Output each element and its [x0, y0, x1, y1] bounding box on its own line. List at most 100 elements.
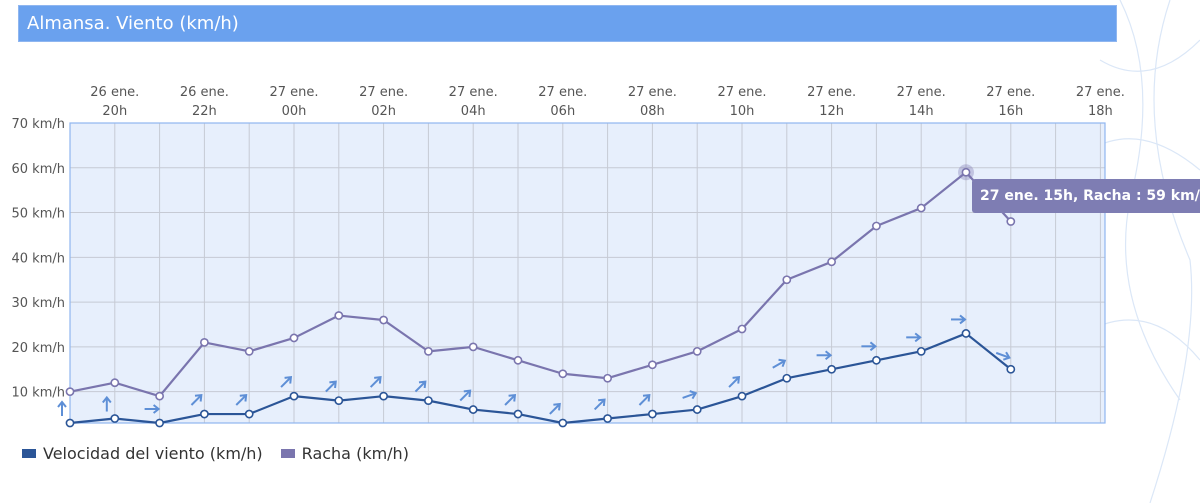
gust-point — [692, 346, 702, 356]
y-tick-label: 30 km/h — [12, 296, 66, 311]
arrow-shaft — [235, 395, 247, 406]
wind-speed-point — [648, 409, 657, 419]
arrow-shaft — [504, 395, 515, 406]
plot-border — [69, 122, 1106, 424]
x-tick-label-date: 27 ene. — [359, 85, 408, 100]
arrow-shaft — [190, 395, 202, 406]
wind-speed-point — [558, 418, 568, 428]
x-tick-label-date: 27 ene. — [628, 85, 677, 100]
x-tick-label-date: 26 ene. — [180, 85, 229, 100]
arrow-shaft — [772, 360, 785, 369]
arrow-head — [642, 393, 651, 402]
wind-direction-arrow — [190, 393, 203, 406]
arrow-head — [959, 314, 967, 325]
y-tick-label: 50 km/h — [12, 207, 66, 222]
arrow-head — [1002, 351, 1011, 361]
arrow-head — [152, 404, 161, 414]
wind-speed-point — [872, 355, 881, 365]
wind-speed-point — [65, 418, 75, 428]
y-tick-label: 60 km/h — [12, 162, 66, 177]
gust-point — [1006, 217, 1016, 226]
wind-direction-arrow — [280, 376, 293, 388]
wind-direction-arrow — [325, 380, 337, 393]
arrow-shaft — [728, 377, 739, 388]
wind-speed-point — [468, 405, 478, 414]
wind-direction-arrow — [549, 402, 561, 415]
arrow-shaft — [638, 395, 650, 406]
wind-speed-point — [827, 364, 836, 374]
x-tick-label-hour: 12h — [819, 104, 844, 119]
wind-speed-point — [782, 373, 792, 383]
arrow-head — [732, 376, 741, 384]
gust-point — [916, 203, 926, 213]
wind-speed-point — [1006, 364, 1016, 374]
x-tick-label-date: 26 ene. — [90, 85, 139, 100]
x-tick-label-date: 27 ene. — [449, 85, 498, 100]
arrow-head — [239, 393, 248, 402]
arrow-shaft — [459, 390, 471, 402]
gust-point — [603, 373, 612, 383]
x-tick-label-hour: 10h — [730, 104, 755, 119]
arrow-head — [418, 380, 427, 389]
arrow-head — [778, 358, 787, 368]
gust-point — [334, 311, 344, 320]
y-tick-label: 70 km/h — [12, 117, 66, 132]
arrow-head — [194, 393, 203, 402]
gust-point — [737, 324, 747, 334]
y-tick-label: 40 km/h — [12, 251, 66, 266]
wind-direction-arrow — [906, 332, 922, 343]
x-tick-label-hour: 02h — [371, 104, 396, 119]
legend-swatch-gust — [280, 449, 295, 458]
arrow-head — [689, 390, 698, 400]
wind-direction-arrow — [728, 376, 741, 388]
wind-speed-point — [379, 391, 388, 401]
legend-item-gust[interactable]: Racha (km/h) — [280, 444, 409, 463]
arrow-head — [284, 376, 293, 384]
arrow-shaft — [995, 351, 1009, 359]
x-tick-label-date: 27 ene. — [807, 85, 856, 100]
wind-speed-point — [110, 414, 120, 423]
x-tick-label-hour: 00h — [282, 104, 307, 119]
arrow-shaft — [414, 381, 426, 393]
wind-speed-point — [334, 396, 344, 406]
wind-speed-point — [423, 396, 433, 406]
wind-speed-point — [244, 409, 254, 419]
wind-direction-arrow — [861, 341, 878, 352]
gust-point — [961, 167, 971, 177]
wind-speed-point — [513, 409, 523, 419]
gust-point — [558, 369, 568, 379]
arrow-shaft — [549, 404, 560, 415]
gust-point — [289, 333, 299, 343]
wind-direction-arrow — [593, 398, 606, 411]
gust-point — [110, 378, 120, 388]
wind-direction-arrow — [57, 400, 67, 416]
x-tick-label-date: 27 ene. — [897, 85, 946, 100]
legend-item-wind[interactable]: Velocidad del viento (km/h) — [22, 444, 263, 463]
x-tick-label-date: 27 ene. — [986, 85, 1035, 100]
arrow-shaft — [369, 377, 381, 388]
gust-point — [244, 346, 254, 356]
gust-point — [65, 387, 75, 397]
legend-label-gust: Racha (km/h) — [301, 444, 409, 463]
gust-point — [379, 315, 388, 325]
wind-direction-arrow — [638, 393, 651, 406]
arrow-head — [463, 389, 472, 398]
gust-point — [827, 257, 836, 267]
wind-speed-point — [961, 329, 971, 338]
wind-speed-line — [69, 332, 1012, 425]
arrow-head — [102, 395, 112, 404]
y-tick-label: 10 km/h — [12, 386, 66, 401]
x-tick-label-hour: 08h — [640, 104, 665, 119]
x-tick-label-hour: 14h — [909, 104, 934, 119]
x-tick-label-date: 27 ene. — [269, 85, 318, 100]
arrow-head — [869, 341, 878, 352]
arrow-head — [598, 398, 606, 407]
arrow-head — [914, 332, 922, 343]
gust-point — [199, 338, 209, 347]
wind-direction-arrow — [772, 358, 787, 369]
gust-point — [648, 360, 657, 370]
wind-speed-point — [737, 391, 747, 401]
x-tick-label-date: 27 ene. — [1076, 85, 1125, 100]
arrow-shaft — [280, 377, 291, 388]
